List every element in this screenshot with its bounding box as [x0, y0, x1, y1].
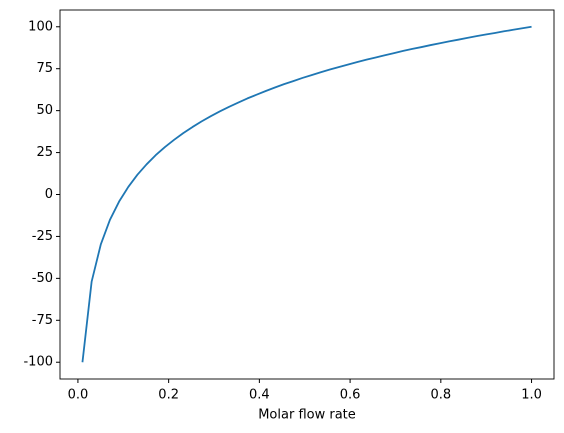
x-tick-label: 0.0 — [68, 388, 89, 403]
x-tick-label: 0.2 — [158, 388, 179, 403]
y-tick-label: -50 — [32, 271, 53, 286]
y-tick-label: -25 — [32, 229, 53, 244]
x-axis-label: Molar flow rate — [258, 408, 356, 423]
y-tick-label: 75 — [36, 61, 53, 76]
x-tick-label: 1.0 — [521, 388, 542, 403]
y-tick-label: -100 — [23, 355, 53, 370]
plot-frame — [59, 9, 555, 380]
x-tick-label: 0.8 — [430, 388, 451, 403]
y-tick-label: 100 — [28, 19, 53, 34]
data-line — [81, 25, 532, 363]
x-tick-label: 0.4 — [249, 388, 270, 403]
y-tick-label: 0 — [45, 187, 53, 202]
y-tick-label: -75 — [32, 313, 53, 328]
y-tick-label: 25 — [36, 145, 53, 160]
y-tick-label: 50 — [36, 103, 53, 118]
x-tick-label: 0.6 — [340, 388, 361, 403]
